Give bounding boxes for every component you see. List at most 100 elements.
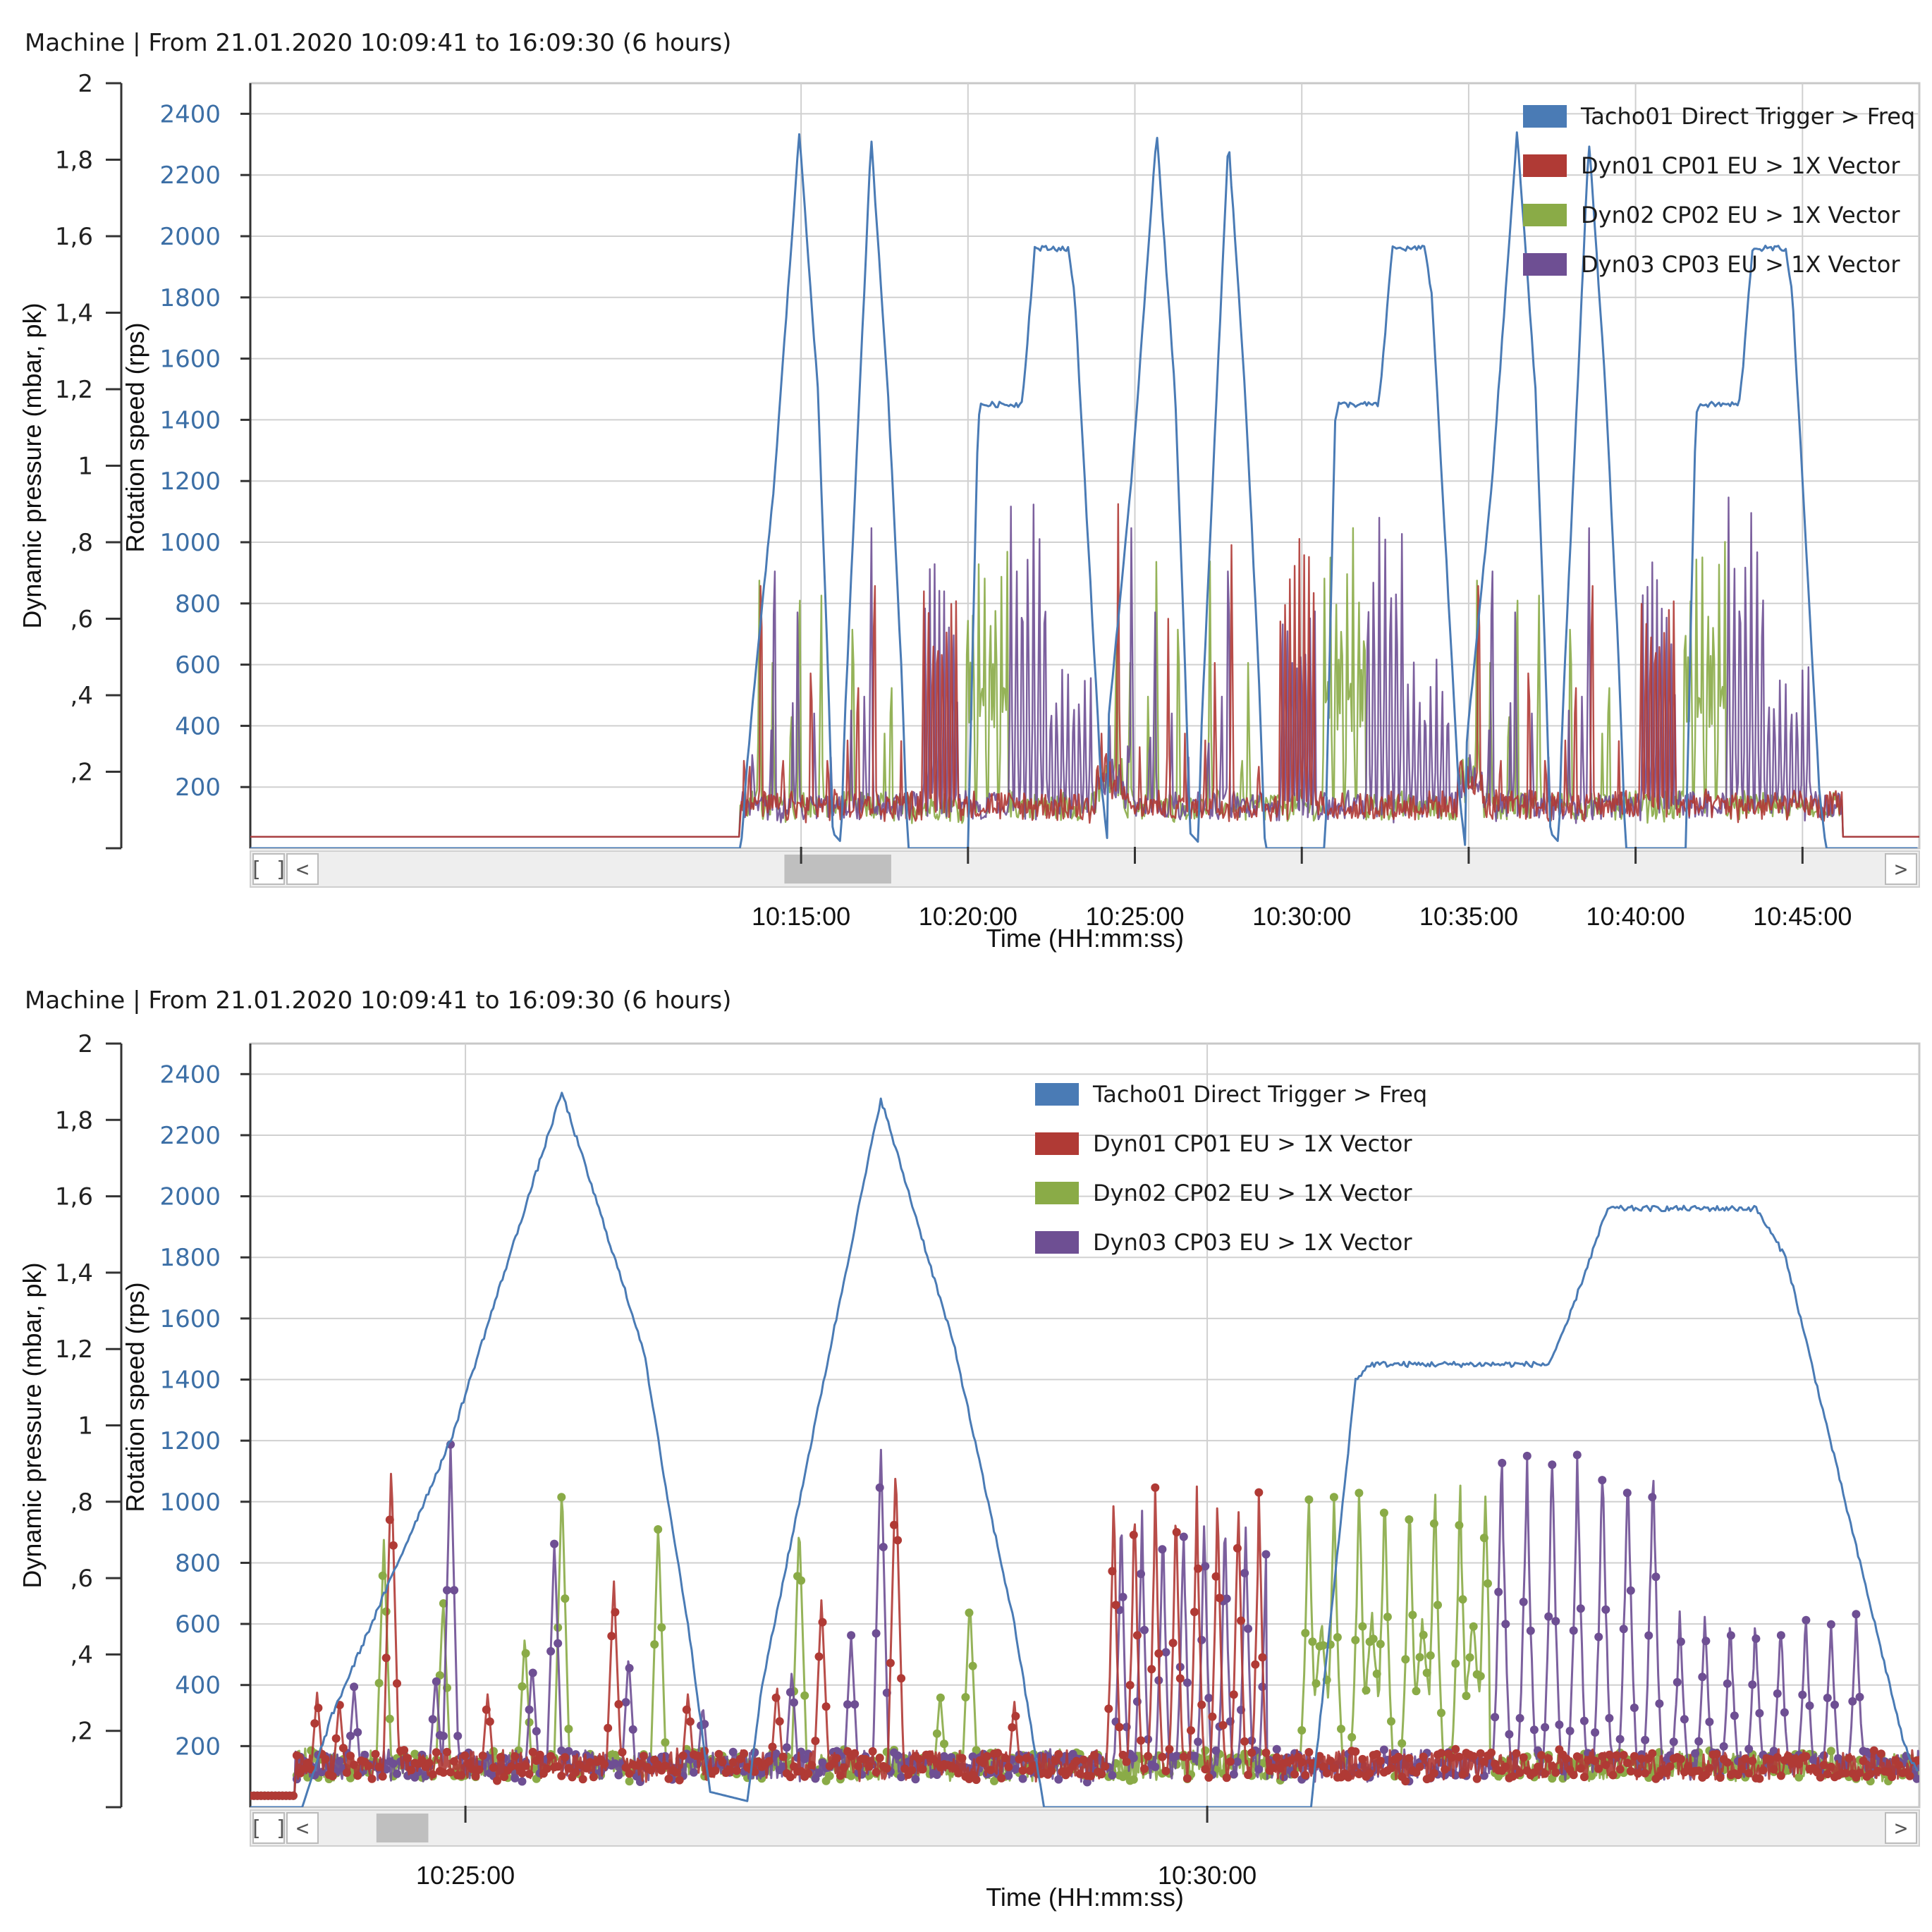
- scroll-thumb[interactable]: [376, 1814, 429, 1842]
- data-point: [393, 1679, 401, 1688]
- data-point: [288, 1791, 298, 1800]
- data-point: [1144, 1751, 1153, 1761]
- zoom-reset-button[interactable]: [252, 853, 285, 885]
- scroll-right-button[interactable]: [1885, 1812, 1917, 1844]
- scroll-left-button[interactable]: [286, 1812, 319, 1844]
- data-point: [1845, 1754, 1854, 1763]
- data-point: [1179, 1752, 1188, 1761]
- data-point: [611, 1608, 620, 1617]
- data-point: [443, 1747, 451, 1756]
- scroll-right-button[interactable]: [1885, 853, 1917, 885]
- data-point: [1129, 1754, 1138, 1763]
- data-point: [1132, 1631, 1142, 1640]
- data-point: [750, 1767, 759, 1776]
- data-point: [1723, 1758, 1732, 1767]
- data-point: [1137, 1736, 1145, 1745]
- data-point: [635, 1759, 644, 1768]
- data-point: [1001, 1754, 1010, 1762]
- right-axis: 200 400 600 800 1000 1200 1400 1600 1800 2000 2200…: [121, 83, 252, 848]
- data-point: [364, 1761, 373, 1771]
- left-tick-label: 1: [78, 1412, 93, 1441]
- scroll-left-button[interactable]: [286, 853, 319, 885]
- scroll-track[interactable]: [250, 850, 1920, 888]
- data-point: [621, 1763, 630, 1772]
- x-tick-label: 10:45:00: [1753, 902, 1852, 931]
- data-point: [1222, 1594, 1231, 1603]
- data-point: [1648, 1749, 1657, 1758]
- data-point: [1748, 1756, 1757, 1766]
- data-point: [1329, 1493, 1338, 1502]
- data-point: [428, 1715, 437, 1724]
- data-point: [1140, 1764, 1149, 1773]
- data-point: [1605, 1750, 1614, 1759]
- data-point: [1637, 1754, 1646, 1763]
- data-point: [1190, 1751, 1199, 1761]
- data-point: [1301, 1629, 1310, 1637]
- data-point: [460, 1751, 470, 1760]
- data-point: [1161, 1766, 1170, 1775]
- data-point: [1769, 1747, 1778, 1756]
- data-point: [1458, 1595, 1467, 1604]
- data-point: [814, 1652, 824, 1661]
- data-point: [338, 1744, 348, 1753]
- data-point: [439, 1732, 448, 1740]
- left-axis: ,2 ,4 ,6 ,8 1 1,2 1,4 1,6 1,8 2 Dynamic pressure (…: [18, 70, 123, 850]
- data-point: [1215, 1594, 1224, 1603]
- data-point: [1744, 1768, 1754, 1778]
- left-tick-label: 1,4: [55, 1259, 93, 1288]
- right-tick-label: 200: [175, 774, 221, 802]
- data-point: [1541, 1723, 1550, 1732]
- data-point: [675, 1775, 684, 1785]
- data-point: [1182, 1774, 1192, 1783]
- data-point: [557, 1771, 566, 1780]
- data-point: [940, 1740, 948, 1749]
- right-tick-label: 1400: [159, 1367, 221, 1395]
- data-point: [1569, 1771, 1578, 1780]
- data-point: [1462, 1692, 1471, 1701]
- data-point: [381, 1653, 391, 1663]
- data-point: [1494, 1587, 1503, 1596]
- data-point: [1472, 1774, 1481, 1783]
- data-point: [639, 1751, 648, 1761]
- data-point: [1015, 1754, 1024, 1763]
- data-point: [439, 1599, 448, 1608]
- data-point: [554, 1639, 563, 1648]
- data-point: [1830, 1700, 1839, 1709]
- data-point: [1569, 1626, 1578, 1635]
- scroll-thumb[interactable]: [784, 855, 891, 884]
- data-point: [328, 1772, 337, 1780]
- data-point: [518, 1682, 527, 1691]
- data-point: [528, 1668, 537, 1677]
- data-point: [875, 1483, 884, 1492]
- data-point: [385, 1714, 394, 1723]
- data-point: [1297, 1758, 1307, 1767]
- zoom-reset-button[interactable]: [252, 1812, 285, 1844]
- data-point: [1619, 1625, 1628, 1634]
- data-point: [1422, 1668, 1431, 1677]
- data-point: [847, 1771, 856, 1780]
- data-point: [625, 1769, 634, 1778]
- data-point: [1097, 1770, 1106, 1779]
- data-point: [1526, 1626, 1535, 1635]
- data-point: [979, 1759, 988, 1768]
- x-tick-label: 10:40:00: [1586, 902, 1685, 931]
- data-point: [1387, 1763, 1395, 1773]
- data-point: [1129, 1775, 1138, 1784]
- right-tick-label: 2000: [159, 1183, 221, 1211]
- data-point: [1237, 1616, 1245, 1625]
- data-point: [443, 1586, 451, 1595]
- data-point: [1151, 1762, 1160, 1771]
- data-point: [1129, 1530, 1138, 1539]
- data-point: [428, 1770, 437, 1779]
- data-point: [1619, 1751, 1628, 1759]
- data-point: [1826, 1620, 1835, 1629]
- data-point: [331, 1734, 341, 1743]
- data-point: [1075, 1769, 1084, 1778]
- data-point: [804, 1769, 813, 1778]
- plot-area: [249, 1042, 1921, 1809]
- right-tick-label: 2200: [159, 161, 221, 190]
- scroll-track[interactable]: [250, 1809, 1920, 1847]
- data-point: [1268, 1763, 1278, 1773]
- data-point: [1479, 1534, 1488, 1543]
